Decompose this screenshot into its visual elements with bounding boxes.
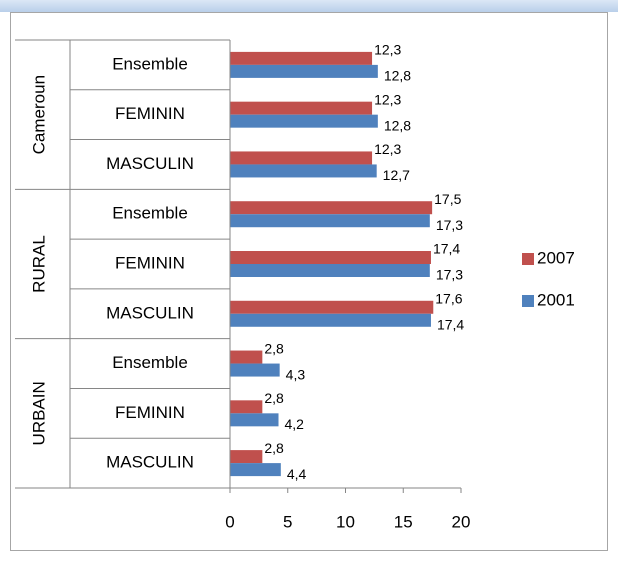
x-tick-label: 20 (452, 512, 471, 531)
category-label: Ensemble (112, 204, 188, 223)
bar (230, 51, 373, 65)
value-label: 2,8 (264, 340, 284, 356)
value-label: 12,8 (384, 117, 411, 133)
value-label: 17,6 (435, 290, 462, 306)
value-label: 12,3 (374, 91, 401, 107)
group-label: Cameroun (29, 75, 48, 154)
header-band (0, 0, 618, 12)
bar (230, 114, 378, 128)
category-label: FEMININ (115, 403, 185, 422)
x-tick-label: 10 (336, 512, 355, 531)
category-label: MASCULIN (106, 154, 194, 173)
value-label: 12,7 (383, 167, 410, 183)
value-label: 12,3 (374, 141, 401, 157)
x-tick-label: 15 (394, 512, 413, 531)
bar (230, 101, 373, 115)
value-label: 17,4 (437, 316, 464, 332)
bar (230, 214, 430, 228)
value-label: 2,8 (264, 440, 284, 456)
value-label: 12,8 (384, 68, 411, 84)
category-label: Ensemble (112, 54, 188, 73)
value-label: 4,3 (286, 366, 306, 382)
legend-label: 2007 (537, 248, 575, 267)
category-label: MASCULIN (106, 303, 194, 322)
category-label: FEMININ (115, 253, 185, 272)
bar (230, 450, 263, 464)
x-tick-label: 5 (283, 512, 292, 531)
legend-swatch (522, 253, 534, 265)
category-label: MASCULIN (106, 453, 194, 472)
value-label: 17,4 (433, 241, 460, 257)
bar (230, 251, 431, 264)
value-label: 17,3 (436, 267, 463, 283)
bar (230, 313, 431, 327)
bar (230, 300, 434, 314)
bar (230, 151, 373, 165)
bar (230, 350, 263, 364)
group-label: URBAIN (29, 381, 48, 445)
group-label: RURAL (29, 235, 48, 293)
value-label: 4,2 (285, 416, 305, 432)
value-label: 2,8 (264, 390, 284, 406)
value-label: 4,4 (287, 466, 307, 482)
bar (230, 201, 433, 215)
bar (230, 64, 378, 78)
bar (230, 463, 281, 477)
legend-swatch (522, 295, 534, 307)
category-label: FEMININ (115, 104, 185, 123)
x-tick-label: 0 (225, 512, 234, 531)
bar (230, 400, 263, 414)
value-label: 17,5 (434, 191, 461, 207)
value-label: 12,3 (374, 42, 401, 58)
bar (230, 164, 377, 178)
legend-label: 2001 (537, 290, 575, 309)
bar (230, 413, 279, 427)
category-label: Ensemble (112, 353, 188, 372)
value-label: 17,3 (436, 217, 463, 233)
bar (230, 264, 430, 277)
chart-border (10, 12, 608, 551)
bar (230, 363, 280, 377)
